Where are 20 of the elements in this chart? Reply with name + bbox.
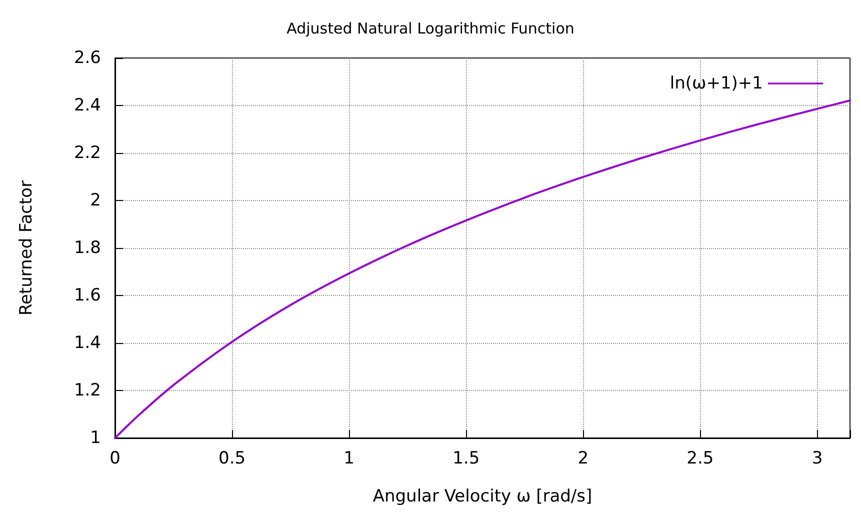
y-tick-label: 2.4 [74,96,101,116]
y-tick-label: 2 [90,190,101,210]
y-tick-label: 1 [90,428,101,448]
y-tick-label: 1.6 [74,286,101,306]
x-tick-label: 2.5 [686,448,714,468]
x-tick-label: 3 [812,448,823,468]
legend-label: ln(ω+1)+1 [670,74,763,94]
y-tick-label: 1.2 [74,380,101,400]
y-tick-label: 2.2 [74,143,101,163]
y-tick-label: 1.8 [74,238,101,258]
x-tick-label: 0.5 [218,448,246,468]
y-tick-label: 1.4 [74,333,101,353]
x-axis-title: Angular Velocity ω [rad/s] [372,486,592,506]
x-tick-label: 1 [344,448,354,468]
chart-title: Adjusted Natural Logarithmic Function [286,20,574,38]
x-tick-label: 2 [578,448,589,468]
y-tick-label: 2.6 [74,48,101,68]
x-tick-label: 0 [110,448,120,468]
x-tick-label: 1.5 [452,448,480,468]
y-axis-title: Returned Factor [16,180,36,316]
